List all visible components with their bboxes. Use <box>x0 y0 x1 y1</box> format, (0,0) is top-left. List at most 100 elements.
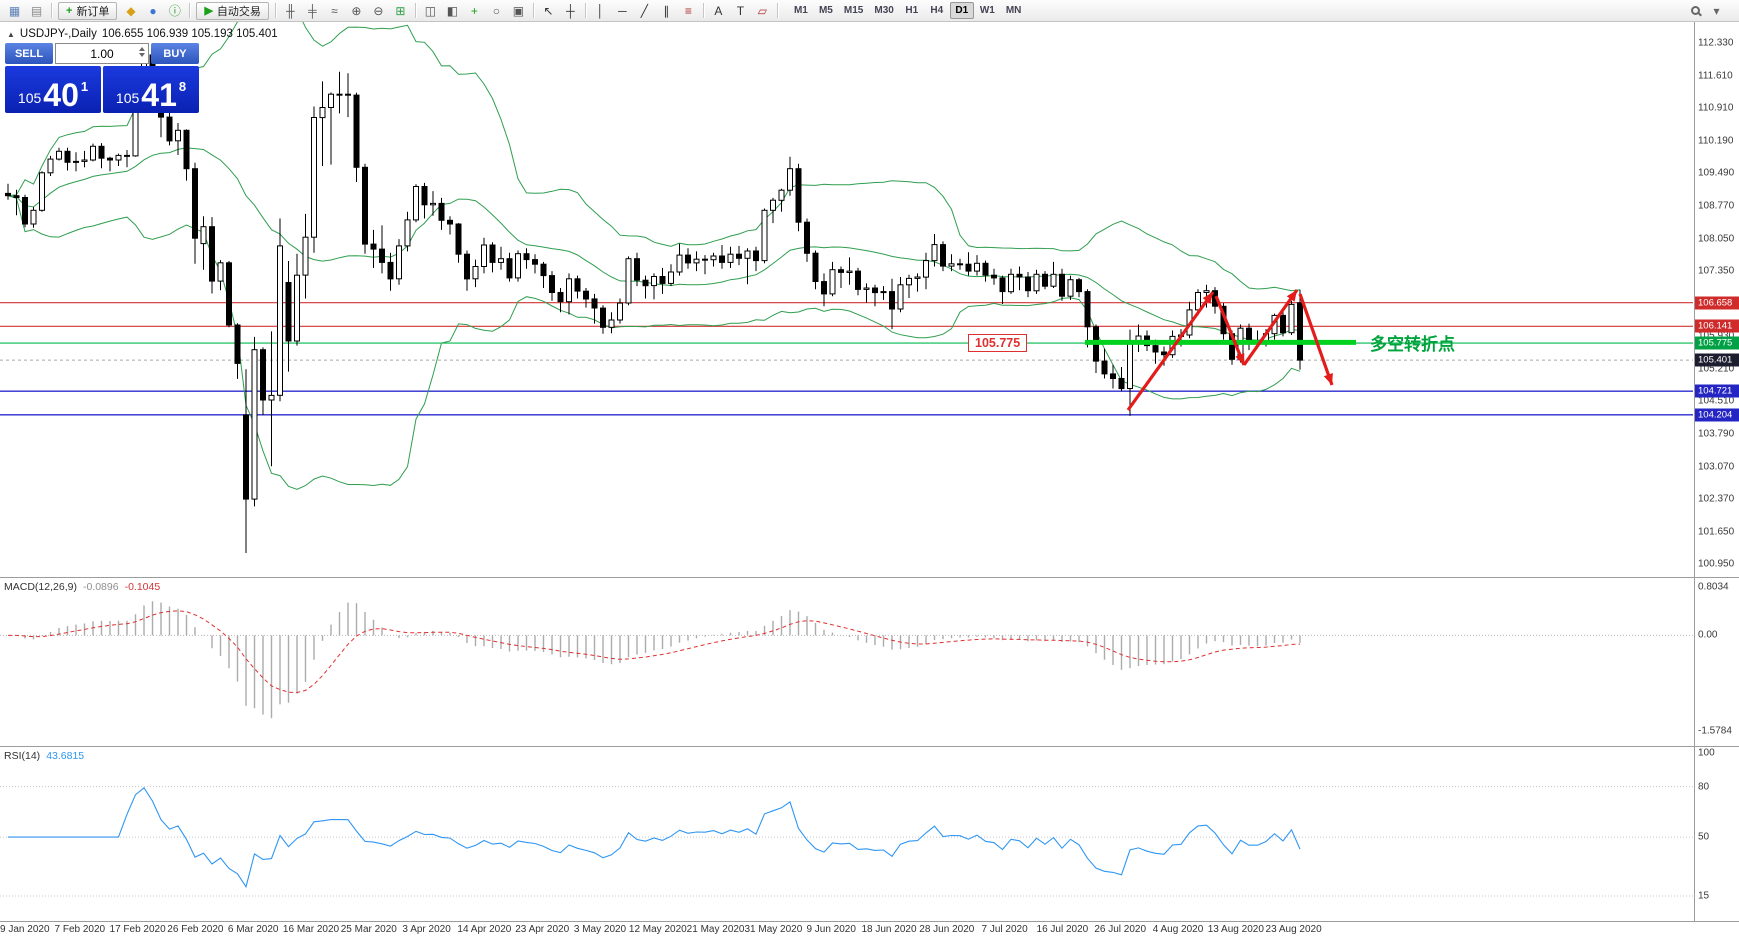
expand-toolbar-icon[interactable]: ▾ <box>1713 3 1720 18</box>
new-chart-icon[interactable]: + <box>470 3 478 18</box>
macd-canvas[interactable] <box>0 578 1693 746</box>
volume-input[interactable]: 1.00 <box>55 43 149 64</box>
volume-down-icon[interactable] <box>139 53 145 57</box>
sell-price-prefix: 105 <box>17 90 42 106</box>
fibonacci-icon[interactable]: ≡ <box>684 3 692 18</box>
volume-up-icon[interactable] <box>139 47 145 51</box>
buy-price-display[interactable]: 105 41 8 <box>103 66 199 113</box>
date-axis-label: 6 Mar 2020 <box>227 924 279 935</box>
macd-splitter[interactable] <box>0 577 1739 578</box>
date-axis-label: 9 Jun 2020 <box>806 924 856 935</box>
date-axis-label: 28 Jun 2020 <box>919 924 975 935</box>
rsi-panel[interactable]: RSI(14) 43.6815 <box>0 747 1694 921</box>
zoom-out-icon[interactable]: ⊖ <box>373 3 384 18</box>
market-watch-icon[interactable]: ▤ <box>30 3 43 18</box>
price-axis-label: 108.770 <box>1698 200 1735 212</box>
price-axis-label: 103.070 <box>1698 461 1735 473</box>
sell-price-display[interactable]: 105 40 1 <box>5 66 101 113</box>
price-callout-label[interactable]: 105.775 <box>968 334 1028 352</box>
rsi-value: 43.6815 <box>46 750 85 762</box>
toolbar-separator-7 <box>702 3 704 18</box>
rsi-axis-label: 100 <box>1698 747 1715 759</box>
timeframe-m15[interactable]: M15 <box>843 5 864 16</box>
search-icon[interactable] <box>1691 6 1700 15</box>
price-tag-106.658: 106.658 <box>1695 296 1739 310</box>
text-icon[interactable]: A <box>714 3 723 18</box>
date-axis-label: 7 Feb 2020 <box>54 924 106 935</box>
autotrading-button[interactable]: ▶ 自动交易 <box>196 1 269 20</box>
timeframe-d1[interactable]: D1 <box>949 2 974 19</box>
price-axis-label: 111.610 <box>1698 70 1733 82</box>
accounts-icon[interactable]: ● <box>149 3 157 18</box>
chart-symbol-period: USDJPY-,Daily <box>19 28 97 40</box>
timeframe-m1[interactable]: M1 <box>793 5 808 16</box>
horizontal-line-icon[interactable]: ─ <box>618 3 627 18</box>
annotation-text: 多空转折点 <box>1370 335 1455 354</box>
tile-windows-icon[interactable]: ⊞ <box>395 3 406 18</box>
rsi-canvas[interactable] <box>0 747 1693 921</box>
trendline-icon[interactable]: ╱ <box>640 3 649 18</box>
macd-main-value: -0.0896 <box>82 581 119 593</box>
rsi-axis-label: 80 <box>1698 781 1710 793</box>
shapes-icon[interactable]: ▱ <box>757 3 768 18</box>
date-axis-label: 7 Jul 2020 <box>981 924 1028 935</box>
cascade-windows-icon[interactable]: ◫ <box>424 3 437 18</box>
price-tag-104.204: 104.204 <box>1695 408 1739 422</box>
main-chart-panel[interactable]: ▲ USDJPY-,Daily 106.655 106.939 105.193 … <box>0 22 1694 577</box>
bar-chart-icon[interactable]: ╪ <box>308 3 317 18</box>
arrange-windows-icon[interactable]: ◧ <box>446 3 459 18</box>
channel-icon[interactable]: ∥ <box>663 3 670 18</box>
autotrading-button-icon: ▶ <box>204 5 213 17</box>
toolbar-separator-4 <box>414 3 416 18</box>
timeframe-mn[interactable]: MN <box>1005 5 1022 16</box>
candlestick-chart-icon[interactable]: ╫ <box>286 3 295 18</box>
timeframe-h1[interactable]: H1 <box>905 5 919 16</box>
info-icon[interactable]: ⓘ <box>168 4 181 18</box>
toolbar: ▦ ▤ + 新订单 ◆ ● ⓘ ▶ 自动交易 ╫ ╪ ≈ ⊕ ⊖ ⊞ ◫ ◧ + ○ ▣ ↖ ┼ │ ─ ╱ ∥ ≡ A T ▱ M1 M5… <box>0 0 1739 22</box>
price-tag-105.775: 105.775 <box>1695 336 1739 350</box>
macd-axis-label: 0.00 <box>1698 629 1718 641</box>
toolbar-separator-6 <box>584 3 586 18</box>
trend-arrows[interactable] <box>1126 289 1334 411</box>
period-icon[interactable]: ○ <box>492 3 501 18</box>
main-chart-canvas[interactable] <box>0 22 1693 577</box>
price-axis[interactable]: 112.330 111.610 110.910 110.190 109.490 108.7… <box>1694 22 1739 921</box>
template-icon[interactable]: ▣ <box>512 3 525 18</box>
date-axis-label: 26 Jul 2020 <box>1094 924 1147 935</box>
label-icon[interactable]: T <box>736 3 745 18</box>
price-axis-label: 112.330 <box>1698 37 1734 49</box>
sell-button[interactable]: SELL <box>5 43 53 64</box>
deposit-icon[interactable]: ◆ <box>126 3 136 18</box>
price-axis-label: 101.650 <box>1698 526 1735 538</box>
price-axis-label: 108.050 <box>1698 233 1735 245</box>
cursor-icon[interactable]: ↖ <box>543 3 554 18</box>
timeframe-h4[interactable]: H4 <box>930 5 944 16</box>
macd-panel[interactable]: MACD(12,26,9) -0.0896 -0.1045 <box>0 578 1694 746</box>
chart-window-icon[interactable]: ▦ <box>8 3 21 18</box>
timeframe-w1[interactable]: W1 <box>979 5 995 16</box>
one-click-trading-panel[interactable]: SELL 1.00 BUY 105 40 1 105 41 8 <box>5 43 199 113</box>
volume-spinner[interactable] <box>139 47 145 57</box>
timeframe-m5[interactable]: M5 <box>818 5 833 16</box>
date-axis-label: 17 Feb 2020 <box>109 924 166 935</box>
date-axis-label: 16 Mar 2020 <box>282 924 340 935</box>
price-axis-label: 109.490 <box>1698 167 1735 179</box>
zoom-in-icon[interactable]: ⊕ <box>351 3 362 18</box>
price-axis-label: 105.210 <box>1698 363 1735 375</box>
date-axis-label: 4 Aug 2020 <box>1152 924 1204 935</box>
new-order-button[interactable]: + 新订单 <box>58 1 118 20</box>
new-order-button-icon: + <box>66 4 73 17</box>
line-chart-icon[interactable]: ≈ <box>331 3 338 18</box>
timeframe-m30[interactable]: M30 <box>874 5 894 16</box>
rsi-splitter[interactable] <box>0 746 1739 747</box>
autotrading-button-label: 自动交易 <box>216 5 261 18</box>
crosshair-icon[interactable]: ┼ <box>566 3 575 18</box>
timeframe-group: M1 M5 M15 M30 H1 H4 D1 W1 MN <box>789 2 1026 19</box>
sell-price-pip: 1 <box>80 79 89 94</box>
vertical-line-icon[interactable]: │ <box>596 3 605 18</box>
toolbar-separator-8 <box>776 3 778 18</box>
toolbar-separator-1 <box>51 3 52 18</box>
rsi-label: RSI(14) 43.6815 <box>4 750 85 762</box>
buy-button[interactable]: BUY <box>151 43 199 64</box>
